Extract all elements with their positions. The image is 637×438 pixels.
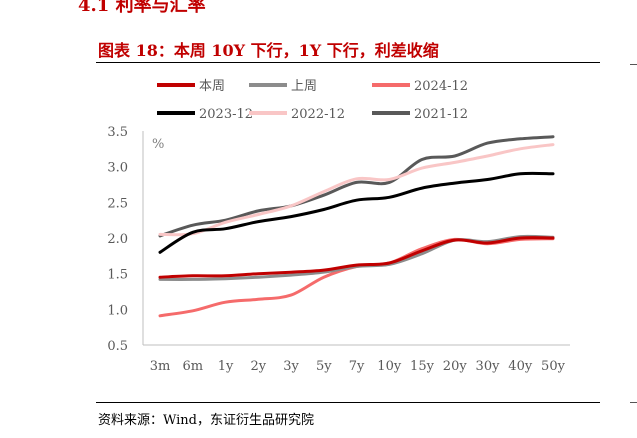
source-rule [96, 402, 600, 403]
y-tick-label: 3.0 [107, 161, 128, 176]
legend-label: 2022-12 [291, 107, 345, 122]
series-line-2023-12 [158, 171, 555, 254]
legend: 本周 上周 2024-12 2023-12 2022-12 2021-12 [157, 79, 468, 122]
figure-title: 图表 18：本周 10Y 下行，1Y 下行，利差收缩 [98, 41, 439, 60]
x-tick-label: 5y [316, 359, 332, 374]
legend-label: 上周 [291, 79, 317, 94]
x-tick-label: 30y [476, 359, 501, 374]
axes: 0.5 1.0 1.5 2.0 2.5 3.0 3.5 3m 6m 1y 2y 3y 5y 7y 10y 15… [107, 125, 570, 374]
y-tick-label: 1.5 [107, 268, 128, 283]
series-layer [158, 135, 555, 318]
unit-label: % [152, 137, 164, 152]
source-note: 资料来源：Wind，东证衍生品研究院 [98, 413, 314, 428]
y-tick-label: 2.5 [107, 196, 128, 211]
x-tick-label: 7y [349, 359, 365, 374]
title-rule [96, 62, 600, 63]
x-tick-label: 2y [250, 359, 266, 374]
x-tick-label: 50y [541, 359, 566, 374]
series-line-2022-12 [158, 143, 555, 237]
legend-label: 2023-12 [199, 107, 253, 122]
y-tick-label: 3.5 [107, 125, 128, 140]
legend-label: 2024-12 [414, 79, 468, 94]
y-tick-label: 2.0 [107, 232, 128, 247]
x-tick-label: 40y [508, 359, 533, 374]
x-tick-label: 10y [377, 359, 402, 374]
adjacent-figure-fragment-bottom [630, 402, 637, 403]
x-tick-label: 6m [182, 359, 203, 374]
x-tick-label: 1y [218, 359, 234, 374]
x-tick-label: 3m [150, 359, 171, 374]
x-tick-label: 15y [410, 359, 435, 374]
legend-label: 2021-12 [414, 107, 468, 122]
y-tick-label: 0.5 [107, 339, 128, 354]
section-heading: 4.1 利率与汇率 [78, 0, 206, 16]
x-tick-label: 20y [443, 359, 468, 374]
y-tick-label: 1.0 [107, 303, 128, 318]
adjacent-figure-fragment-top [630, 64, 637, 65]
series-line-2021-12 [158, 135, 555, 238]
legend-label: 本周 [199, 79, 225, 94]
series-line-本周 [158, 236, 555, 279]
x-tick-label: 3y [283, 359, 299, 374]
